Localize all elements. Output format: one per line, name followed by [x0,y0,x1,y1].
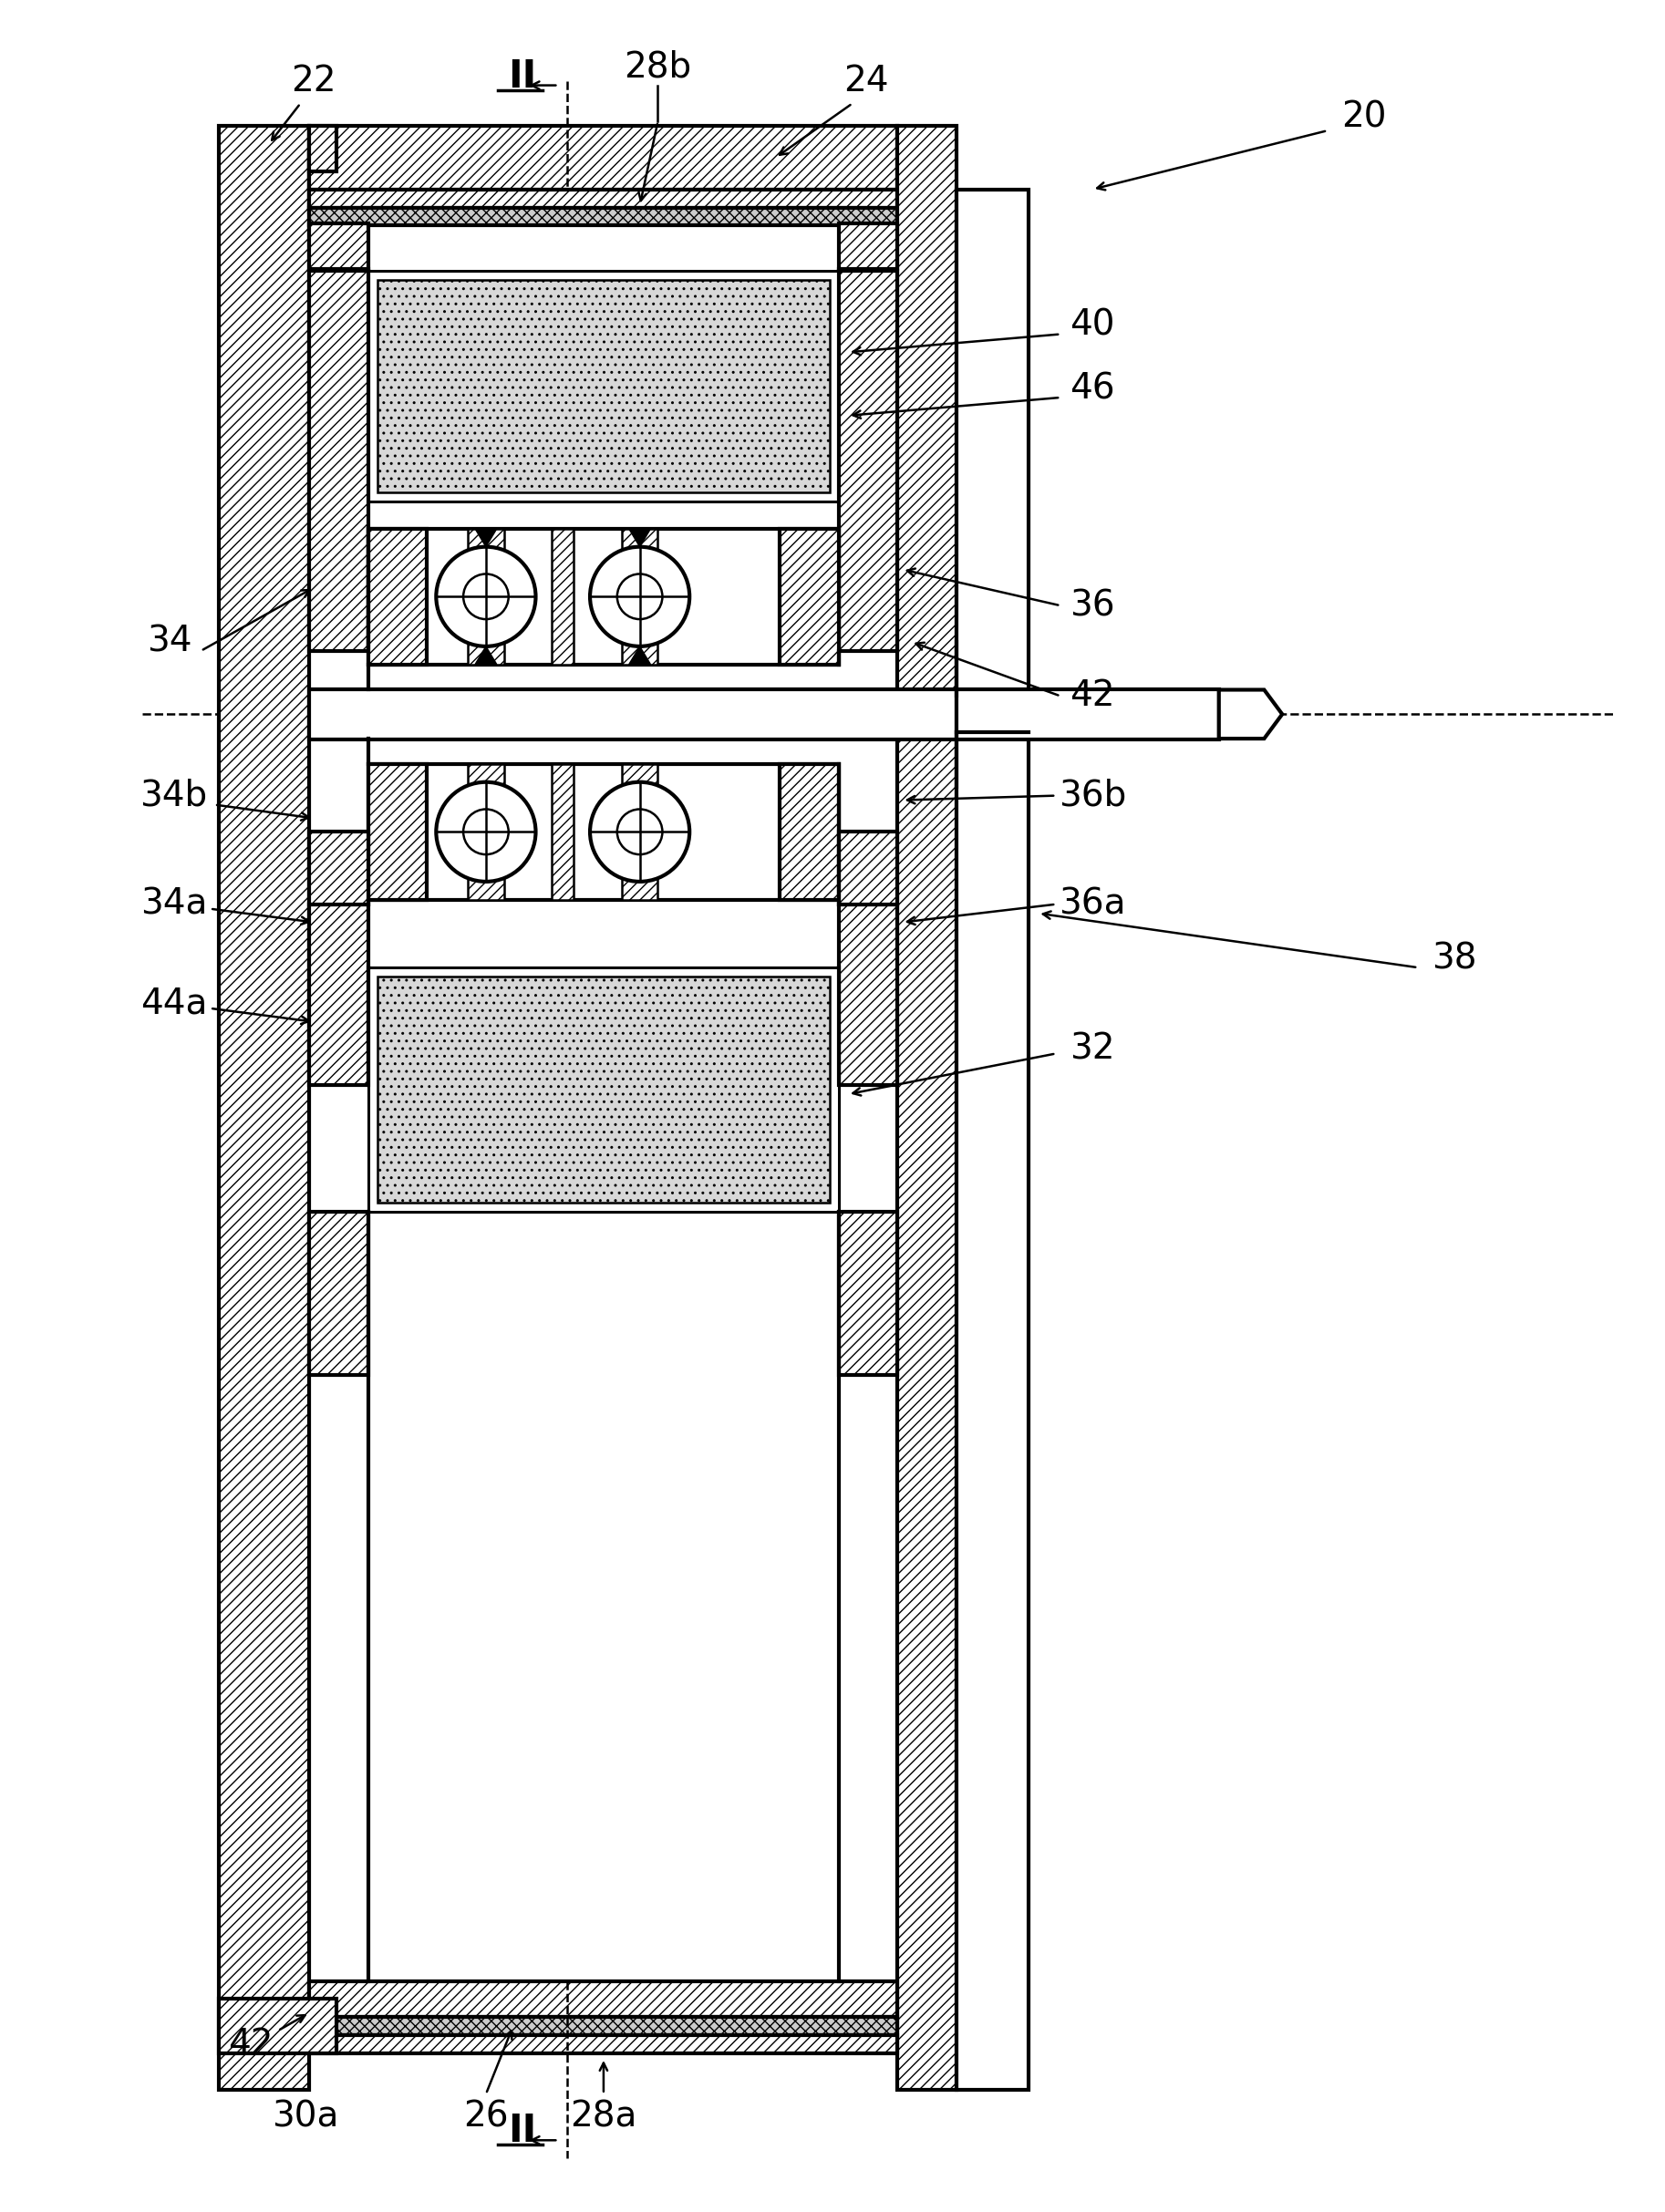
Text: 40: 40 [1069,307,1116,343]
Bar [310,270,368,650]
Bar [839,270,897,650]
Bar [378,281,829,493]
Bar [220,2000,336,2053]
Bar [839,223,897,270]
Circle shape [436,783,536,883]
Text: 36b: 36b [1059,779,1126,814]
Text: 20: 20 [1340,100,1387,135]
Polygon shape [475,646,496,664]
Bar [310,126,336,170]
Text: 34b: 34b [140,779,208,814]
Bar [310,190,897,208]
Text: 28a: 28a [569,2099,638,2135]
Bar [368,529,428,664]
Circle shape [618,810,663,854]
Bar [368,270,839,502]
Text: II: II [508,58,536,95]
Polygon shape [1219,690,1282,739]
Bar [621,763,658,792]
Bar [310,1982,897,2017]
Bar [378,978,829,1203]
Bar [779,529,839,664]
Text: 30a: 30a [271,2099,338,2135]
Text: 38: 38 [1432,940,1477,975]
Bar [621,637,658,664]
Bar [310,126,897,190]
Text: 46: 46 [1069,372,1116,405]
Circle shape [436,546,536,646]
Bar [310,223,368,270]
Text: 24: 24 [844,64,889,97]
Bar [310,905,368,1086]
Text: 44a: 44a [140,987,206,1022]
Bar [839,832,897,905]
Text: 36: 36 [1069,588,1116,624]
Bar [368,763,428,900]
Bar [310,153,336,212]
Text: 42: 42 [1069,679,1116,714]
Bar [621,872,658,900]
Text: 26: 26 [463,2099,508,2135]
Bar [779,763,839,900]
Text: 42: 42 [228,2026,273,2062]
Bar [368,763,839,900]
Bar [310,690,956,739]
Circle shape [618,573,663,619]
Bar [956,190,1029,2090]
Bar [468,637,504,664]
Bar [839,1212,897,1374]
Bar [468,872,504,900]
Bar [621,529,658,555]
Bar [310,208,897,226]
Polygon shape [629,529,651,546]
Circle shape [463,573,508,619]
Bar [368,967,839,1212]
Bar [553,763,574,900]
Bar [553,529,574,664]
Text: 36a: 36a [1059,887,1126,922]
Text: 32: 32 [1069,1031,1116,1066]
Text: 34a: 34a [140,887,206,922]
Text: II: II [508,2112,536,2150]
Bar [468,529,504,555]
Circle shape [589,783,689,883]
Bar [310,1212,368,1374]
Text: 22: 22 [291,64,336,97]
Text: 34: 34 [147,624,191,659]
Bar [220,126,310,2090]
Circle shape [463,810,508,854]
Bar [310,2035,897,2053]
Bar [368,529,839,664]
Bar [310,2017,897,2035]
Bar [468,763,504,792]
Bar [956,690,1219,739]
Bar [897,126,956,2090]
Text: 28b: 28b [624,51,691,84]
Bar [310,832,368,905]
Circle shape [589,546,689,646]
Bar [839,905,897,1086]
Polygon shape [629,646,651,664]
Polygon shape [475,529,496,546]
